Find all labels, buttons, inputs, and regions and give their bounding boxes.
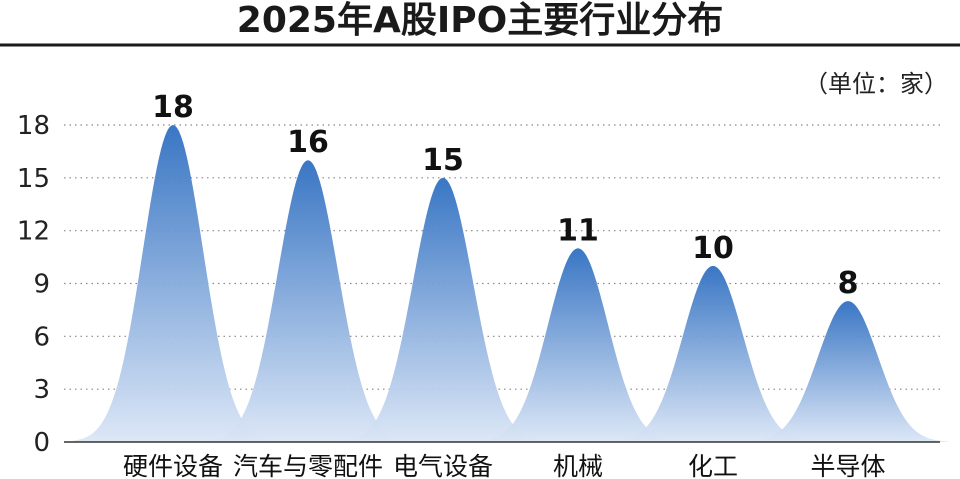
- peak-4: [478, 248, 678, 442]
- value-label: 18: [152, 90, 194, 125]
- y-tick-label: 6: [33, 322, 50, 352]
- y-tick-label: 12: [17, 217, 50, 247]
- y-tick-label: 3: [33, 375, 50, 405]
- value-labels: 18 16 15 11 10 8: [152, 90, 858, 301]
- y-tick-label: 15: [17, 164, 50, 194]
- chart-title: 2025年A股IPO主要行业分布: [237, 0, 723, 41]
- value-label: 15: [422, 143, 464, 178]
- peak-6: [748, 301, 948, 442]
- peaks: [73, 125, 948, 442]
- unit-label: （单位：家）: [804, 70, 948, 98]
- category-label: 化工: [688, 452, 738, 479]
- category-label: 机械: [553, 452, 603, 479]
- value-label: 8: [838, 266, 859, 301]
- peak-2: [208, 160, 408, 442]
- category-labels: 硬件设备 汽车与零配件 电气设备 机械 化工 半导体: [123, 452, 886, 479]
- y-tick-label: 0: [33, 428, 50, 458]
- peak-5: [613, 265, 813, 442]
- category-label: 电气设备: [393, 452, 493, 479]
- value-label: 16: [287, 125, 329, 160]
- category-label: 汽车与零配件: [233, 452, 383, 479]
- category-label: 半导体: [810, 452, 885, 479]
- y-tick-label: 18: [17, 111, 50, 141]
- value-label: 11: [557, 213, 599, 248]
- peak-1: [73, 125, 273, 442]
- y-tick-label: 9: [33, 270, 50, 300]
- category-label: 硬件设备: [123, 452, 223, 479]
- value-label: 10: [692, 231, 734, 266]
- y-axis-ticks: 0 3 6 9 12 15 18: [17, 111, 50, 458]
- peak-3: [343, 177, 543, 442]
